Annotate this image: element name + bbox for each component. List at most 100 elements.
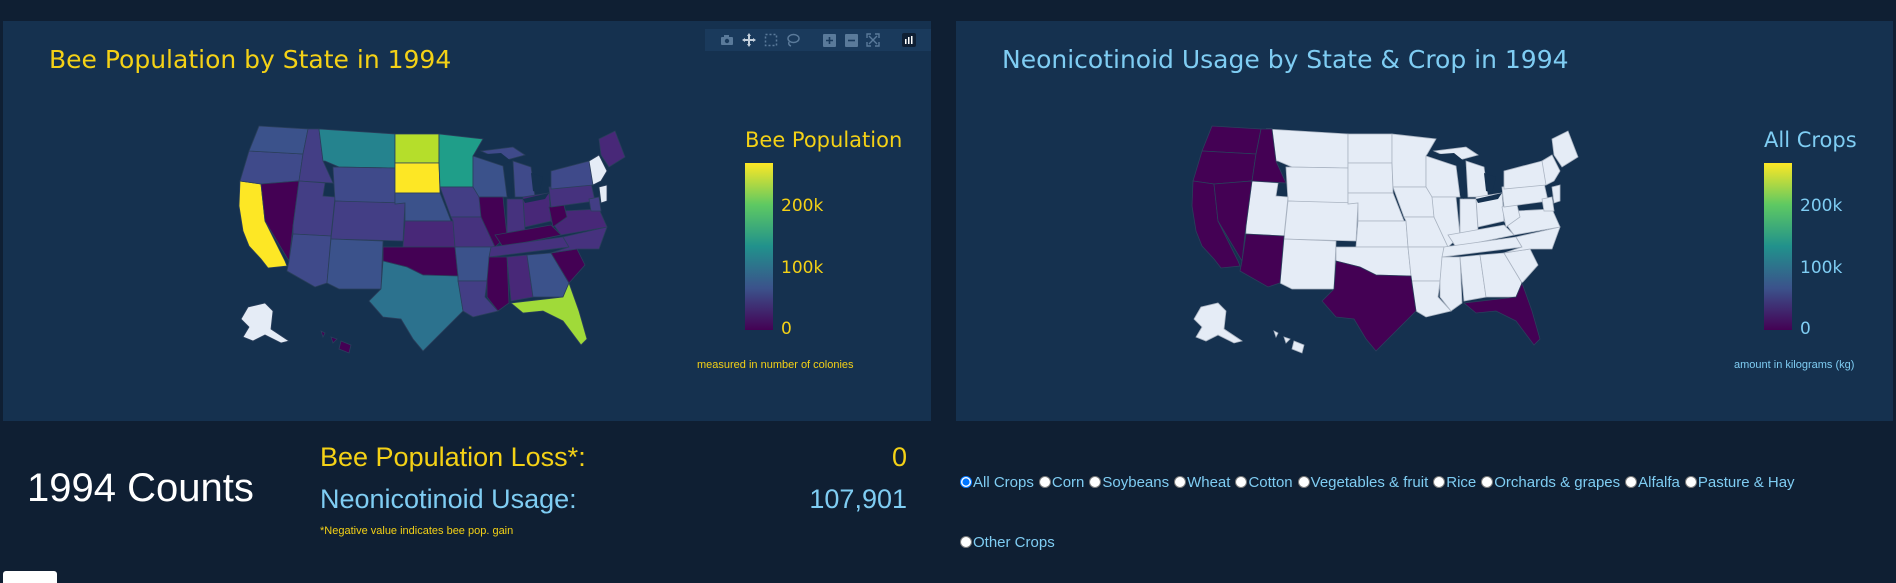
crop-radio[interactable] <box>1297 476 1310 488</box>
crop-radio-label: Orchards & grapes <box>1494 473 1621 491</box>
bee-chart-title: Bee Population by State in 1994 <box>49 45 452 74</box>
box-select-icon[interactable] <box>763 32 779 48</box>
crop-radio-label: Rice <box>1446 473 1477 491</box>
neo-chart-caption: amount in kilograms (kg) <box>1734 359 1855 371</box>
neo-usage-value: 107,901 <box>809 484 907 514</box>
state-wyoming <box>1285 166 1349 205</box>
crop-radio[interactable] <box>1481 476 1494 488</box>
crop-radio-label: All Crops <box>973 473 1034 491</box>
state-hawaii-3 <box>338 340 352 354</box>
state-new-mexico <box>1279 238 1337 290</box>
state-arkansas <box>454 246 492 282</box>
neonicotinoid-map[interactable] <box>956 21 1893 421</box>
state-new-england <box>588 154 608 186</box>
state-north-dakota <box>1347 133 1393 164</box>
zoom-out-icon[interactable] <box>843 32 859 48</box>
bee-population-map[interactable] <box>3 21 931 421</box>
state-alaska <box>1193 302 1243 344</box>
state-montana <box>318 128 396 169</box>
crop-radio-label: Pasture & Hay <box>1697 473 1795 491</box>
state-kansas <box>1355 220 1409 248</box>
state-nevada <box>1213 180 1253 263</box>
bee-colorbar-tick: 100k <box>781 258 824 278</box>
state-oregon <box>1192 150 1257 185</box>
plot-modebar <box>705 29 931 51</box>
crop-option-pasture-hay[interactable]: Pasture & Hay <box>1684 452 1795 512</box>
state-idaho <box>1251 128 1287 184</box>
bee-loss-value: 0 <box>891 442 907 472</box>
zoom-in-icon[interactable] <box>821 32 837 48</box>
crop-radio[interactable] <box>960 536 972 548</box>
crop-radio-label: Vegetables & fruit <box>1310 473 1429 491</box>
bee-colorbar <box>745 163 773 330</box>
pan-icon[interactable] <box>741 32 757 48</box>
crop-radio[interactable] <box>1038 476 1051 488</box>
neo-usage-label: Neonicotinoid Usage: <box>320 484 577 514</box>
crop-option-alfalfa[interactable]: Alfalfa <box>1625 452 1680 512</box>
state-hawaii-1 <box>320 330 326 339</box>
footnote: *Negative value indicates bee pop. gain <box>320 525 514 537</box>
crop-option-rice[interactable]: Rice <box>1433 452 1476 512</box>
debug-toggle-button[interactable] <box>3 571 57 583</box>
state-texas <box>1321 260 1417 352</box>
crop-radio-label: Alfalfa <box>1638 473 1680 491</box>
state-new-jersey <box>598 184 608 204</box>
state-south-dakota <box>1347 162 1394 194</box>
crop-option-soybeans[interactable]: Soybeans <box>1089 452 1169 512</box>
state-new-mexico <box>326 238 384 290</box>
crop-radio[interactable] <box>960 476 972 488</box>
neo-colorbar-title: All Crops <box>1764 128 1857 152</box>
crop-option-orchards-grapes[interactable]: Orchards & grapes <box>1481 452 1620 512</box>
state-maine <box>1551 130 1579 168</box>
state-montana <box>1265 128 1349 169</box>
crop-radio-label: Corn <box>1051 473 1085 491</box>
bee-colorbar-tick: 0 <box>781 319 792 339</box>
neo-chart-title: Neonicotinoid Usage by State & Crop in 1… <box>1002 45 1569 74</box>
camera-icon[interactable] <box>719 32 735 48</box>
state-maryland <box>1541 196 1555 212</box>
state-maine <box>598 130 626 168</box>
state-washington <box>248 125 309 155</box>
crop-radio[interactable] <box>1684 476 1697 488</box>
state-arkansas <box>1407 246 1445 282</box>
state-colorado <box>330 200 406 242</box>
autoscale-icon[interactable] <box>865 32 881 48</box>
state-hawaii-3 <box>1291 340 1305 354</box>
state-north-dakota <box>394 133 440 164</box>
state-oregon <box>239 150 304 185</box>
crop-radio[interactable] <box>1625 476 1638 488</box>
state-wyoming <box>332 166 396 205</box>
state-south-dakota <box>394 162 441 194</box>
state-hawaii-2 <box>1283 336 1291 344</box>
crop-radio-label: Other Crops <box>973 533 1055 551</box>
plotly-logo-icon[interactable] <box>901 32 917 48</box>
crop-radio[interactable] <box>1089 476 1102 488</box>
crop-radio[interactable] <box>1433 476 1446 488</box>
state-hawaii-2 <box>330 336 338 344</box>
crop-radio-label: Wheat <box>1187 473 1231 491</box>
state-washington <box>1201 125 1262 155</box>
state-arizona <box>286 233 332 288</box>
crop-option-all-crops[interactable]: All Crops <box>960 452 1034 512</box>
state-kansas <box>402 220 456 248</box>
crop-radio[interactable] <box>1235 476 1248 488</box>
crop-option-wheat[interactable]: Wheat <box>1174 452 1230 512</box>
bee-loss-label: Bee Population Loss*: <box>320 442 586 472</box>
crop-option-cotton[interactable]: Cotton <box>1235 452 1293 512</box>
state-maryland <box>588 196 602 212</box>
neo-colorbar-tick: 100k <box>1800 258 1843 278</box>
bee-colorbar-tick: 200k <box>781 196 824 216</box>
bee-population-panel: Bee Population by State in 1994 <box>3 21 931 421</box>
bee-colorbar-title: Bee Population <box>745 128 903 152</box>
crop-radio-group: All Crops Corn Soybeans Wheat Cotton Vegetabl… <box>960 452 1840 572</box>
crop-radio[interactable] <box>1174 476 1187 488</box>
crop-radio-label: Soybeans <box>1102 473 1170 491</box>
crop-option-vegetables-fruit[interactable]: Vegetables & fruit <box>1297 452 1429 512</box>
crop-radio-label: Cotton <box>1248 473 1293 491</box>
state-hawaii-1 <box>1273 330 1279 339</box>
state-new-england <box>1541 154 1561 186</box>
crop-option-corn[interactable]: Corn <box>1038 452 1085 512</box>
state-utah <box>292 180 336 237</box>
crop-option-other-crops[interactable]: Other Crops <box>960 512 1835 572</box>
lasso-icon[interactable] <box>785 32 801 48</box>
